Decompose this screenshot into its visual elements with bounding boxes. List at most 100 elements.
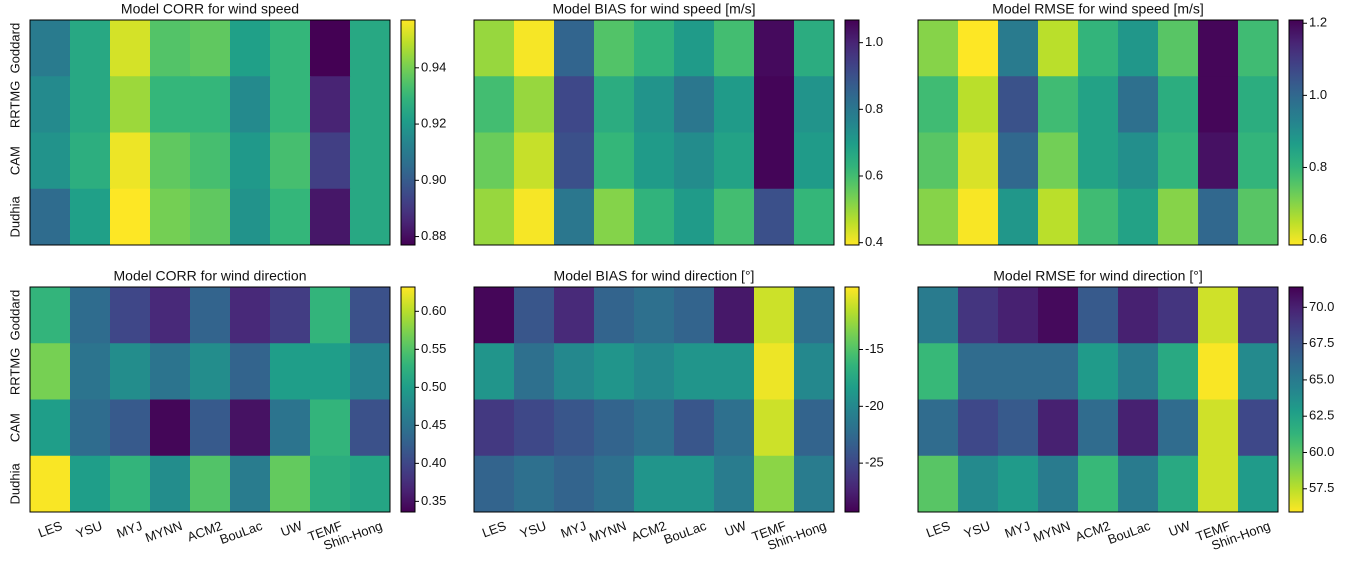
x-tick-label: MYNN [143,518,184,545]
heatmap-cell [1238,455,1279,513]
heatmap-cell [554,287,595,344]
x-tick-label: MYJ [1003,518,1033,541]
heatmap-cell [474,188,515,246]
heatmap-cell [674,399,715,457]
heatmap-cell [794,455,835,513]
heatmap-cell [474,76,515,133]
heatmap-cell [998,343,1039,400]
x-tick-label: YSU [518,518,548,541]
heatmap-cell [674,132,715,190]
heatmap-cell [1158,343,1199,400]
heatmap-cell [1238,188,1279,246]
y-tick-label: RRTMG [7,81,22,128]
heatmap-cell [190,399,231,457]
heatmap-cell [350,132,391,190]
plot-frame [917,19,1279,246]
heatmap-cell [230,287,271,344]
heatmap-cell [1238,132,1279,190]
heatmap-cell [918,76,959,133]
heatmap-cell [634,132,675,190]
heatmap-cell [70,287,111,344]
y-tick-label: CAM [7,146,22,175]
heatmap-cell [958,399,999,457]
plot-frame [473,19,835,246]
heatmap-cell [674,188,715,246]
heatmap-cell [998,188,1039,246]
colorbar-tick-label: 0.90 [421,172,446,187]
heatmap-cell [190,20,231,77]
heatmap-cell [958,76,999,133]
colorbar-tick-label: 0.40 [421,455,446,470]
colorbar-tick-label: 57.5 [1309,480,1334,495]
heatmap-cell [190,76,231,133]
heatmap-cell [634,399,675,457]
y-tick-label: Goddard [7,23,22,74]
heatmap-cell [190,132,231,190]
x-tick-label: YSU [962,518,992,541]
heatmap-cell [474,455,515,513]
heatmap-cell [310,455,351,513]
y-tick-label: CAM [7,413,22,442]
plot-frame [917,286,1279,513]
heatmap-cell [1118,20,1159,77]
heatmap-cell [1198,287,1239,344]
heatmap-cell [70,20,111,77]
colorbar-tick-label: 65.0 [1309,371,1334,386]
colorbar-tick-label: -25 [865,455,884,470]
heatmap-cell [958,188,999,246]
x-tick-label: UW [279,518,305,540]
heatmap-cell [30,287,71,344]
colorbar [844,286,860,513]
heatmap-cell [70,455,111,513]
heatmap-cell [1158,188,1199,246]
heatmap-cell [350,76,391,133]
heatmap-cell [714,287,755,344]
heatmap-cell [190,287,231,344]
heatmap-cell [1198,132,1239,190]
heatmap-cell [754,188,795,246]
heatmap-cell [30,188,71,246]
heatmap-cell [1078,76,1119,133]
y-tick-label: RRTMG [7,348,22,395]
heatmap-cell [554,188,595,246]
heatmap-cell [1038,287,1079,344]
heatmap-cell [794,287,835,344]
heatmap-cell [634,287,675,344]
heatmap-cell [918,343,959,400]
heatmap-cell [474,287,515,344]
colorbar [400,19,416,246]
heatmap-cell [1158,455,1199,513]
colorbar-tick-label: 62.5 [1309,408,1334,423]
chart-title: Model BIAS for wind speed [m/s] [552,1,755,17]
heatmap-cell [1158,287,1199,344]
heatmap-cell [270,188,311,246]
heatmap-cell [634,76,675,133]
x-tick-label: LES [36,518,65,541]
heatmap-cell [150,343,191,400]
heatmap-cell [150,20,191,77]
colorbar-tick-label: 67.5 [1309,335,1334,350]
heatmap-cell [794,76,835,133]
heatmap-cell [270,455,311,513]
heatmap-cell [794,20,835,77]
heatmap-cell [794,132,835,190]
heatmap-cell [310,287,351,344]
x-tick-label: YSU [74,518,104,541]
heatmap-cell [674,343,715,400]
colorbar [1288,19,1304,246]
heatmap-cell [1238,399,1279,457]
heatmap-cell [110,399,151,457]
heatmap-cell [514,188,555,246]
y-tick-label: Goddard [7,290,22,341]
x-tick-label: ACM2 [629,518,668,544]
colorbar-tick-label: 0.92 [421,116,446,131]
heatmap-cell [1118,287,1159,344]
heatmap-cell [110,20,151,77]
heatmap-cell [474,132,515,190]
colorbar-tick-label: 0.45 [421,417,446,432]
colorbar-tick-label: 0.60 [421,303,446,318]
heatmap-cell [190,455,231,513]
heatmap-cell [1078,455,1119,513]
heatmap-cell [594,76,635,133]
heatmap-cell [150,188,191,246]
